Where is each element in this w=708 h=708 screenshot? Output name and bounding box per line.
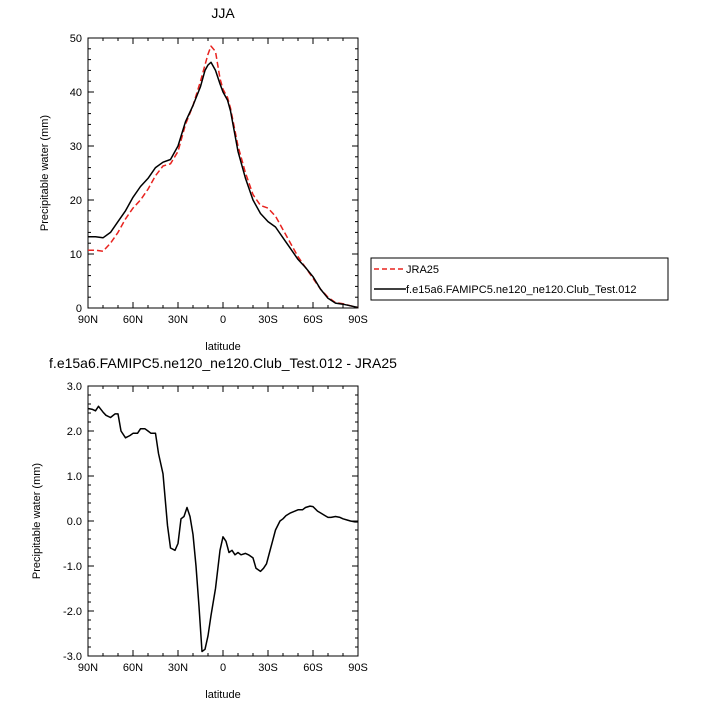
x-tick-label: 0 [220, 314, 226, 326]
x-tick-label: 60N [123, 314, 143, 326]
x-tick-label: 90S [348, 314, 368, 326]
legend-box [370, 257, 669, 301]
x-tick-label: 0 [220, 662, 226, 674]
bottom-axis-ticks: 90N 60N 30N 0 30S 60S 90S -3.0 -2.0 -1.0 0.0 1.0 2.0… [63, 381, 368, 674]
x-tick-label: 90N [78, 314, 98, 326]
x-tick-label: 90S [348, 662, 368, 674]
bottom-series-lines [87, 405, 358, 653]
x-tick-label: 60N [123, 662, 143, 674]
y-tick-label: -3.0 [63, 651, 82, 663]
bottom-y-axis-label: Precipitable water (mm) [31, 463, 43, 579]
x-tick-label: 30N [168, 314, 188, 326]
x-tick-label: 90N [78, 662, 98, 674]
top-axis-ticks: 90N 60N 30N 0 30S 60S 90S 0 10 20 30 40 50 [70, 33, 368, 326]
y-tick-label: -2.0 [63, 606, 82, 618]
bottom-chart-title: f.e15a6.FAMIPC5.ne120_ne120.Club_Test.01… [49, 355, 397, 371]
legend-label-model: f.e15a6.FAMIPC5.ne120_ne120.Club_Test.01… [406, 284, 637, 296]
legend-label-jra25: JRA25 [406, 264, 439, 276]
y-tick-label: 40 [70, 87, 82, 99]
top-plot-frame [87, 37, 359, 309]
y-tick-label: 20 [70, 195, 82, 207]
y-tick-label: 10 [70, 249, 82, 261]
top-x-axis-label: latitude [205, 341, 240, 353]
x-tick-label: 30S [258, 314, 278, 326]
x-tick-label: 30S [258, 662, 278, 674]
series-line-0-1 [88, 61, 359, 309]
series-line-0-0 [88, 45, 359, 309]
bottom-x-axis-label: latitude [205, 689, 240, 701]
y-tick-label: 0 [76, 303, 82, 315]
legend: JRA25 f.e15a6.FAMIPC5.ne120_ne120.Club_T… [370, 257, 669, 301]
bottom-plot-frame [87, 385, 359, 657]
x-tick-label: 30N [168, 662, 188, 674]
y-tick-label: 50 [70, 33, 82, 45]
y-tick-label: 2.0 [67, 426, 82, 438]
y-tick-label: -1.0 [63, 561, 82, 573]
y-tick-label: 3.0 [67, 381, 82, 393]
top-series-lines [88, 45, 359, 309]
top-panel: JJA 90N 60N 30N 0 30S 60S 90S 0 10 20 30 40 50 latit… [39, 5, 368, 353]
top-y-axis-label: Precipitable water (mm) [39, 115, 51, 231]
y-tick-label: 1.0 [67, 471, 82, 483]
top-chart-title: JJA [211, 5, 235, 21]
bottom-panel: f.e15a6.FAMIPC5.ne120_ne120.Club_Test.01… [31, 355, 397, 701]
x-tick-label: 60S [303, 662, 323, 674]
y-tick-label: 0.0 [67, 516, 82, 528]
series-line-1-0 [87, 405, 358, 653]
x-tick-label: 60S [303, 314, 323, 326]
y-tick-label: 30 [70, 141, 82, 153]
